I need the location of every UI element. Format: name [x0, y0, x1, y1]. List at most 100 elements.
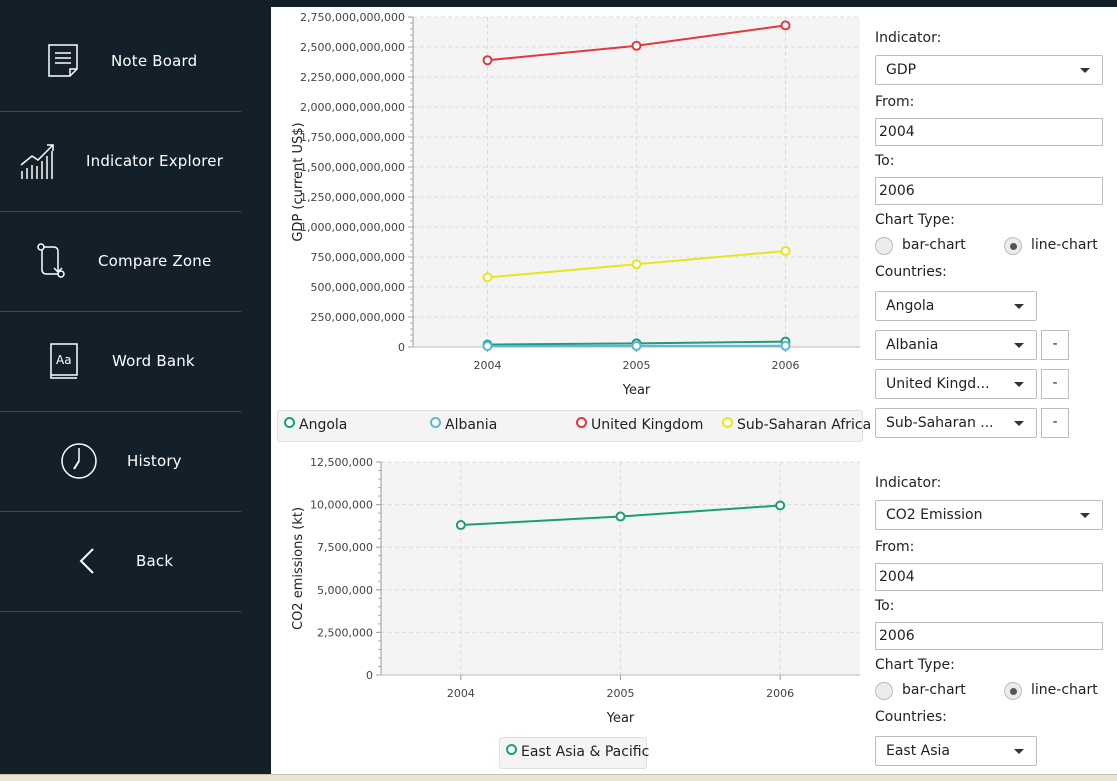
country-select-east-asia[interactable]: East Asia [875, 736, 1037, 766]
from-year-input[interactable]: 2004 [875, 563, 1103, 591]
legend-item-united-kingdom: United Kingdom [576, 417, 703, 433]
to-label: To: [875, 153, 894, 169]
country-select-sub-saharan[interactable]: Sub-Saharan ... [875, 408, 1037, 438]
sidebar-item-label: Indicator Explorer [86, 111, 223, 211]
data-point [776, 501, 784, 509]
sidebar-item-back[interactable]: Back [0, 511, 241, 612]
country-select-albania[interactable]: Albania [875, 330, 1037, 360]
data-point [617, 513, 625, 521]
line-chart-radio[interactable]: line-chart [1004, 682, 1104, 702]
sidebar: Note Board Indicator Explorer Compare Zo… [0, 0, 271, 780]
x-tick-label: 2006 [772, 359, 800, 372]
legend-label: East Asia & Pacific [521, 744, 649, 760]
country-value: Sub-Saharan ... [886, 415, 994, 431]
x-tick-label: 2004 [447, 687, 475, 700]
x-axis-title: Year [622, 383, 651, 398]
bar-chart-radio[interactable]: bar-chart [875, 682, 975, 702]
legend-item-sub-saharan-africa: Sub-Saharan Africa [722, 417, 871, 433]
y-tick-label: 2,500,000 [317, 626, 373, 639]
dictionary-icon: Aa [46, 341, 86, 381]
co2-chart-legend: East Asia & Pacific [499, 737, 647, 769]
co2-chart: 02,500,0005,000,0007,500,00010,000,00012… [271, 447, 871, 737]
countries-label: Countries: [875, 709, 947, 725]
y-tick-label: 2,750,000,000,000 [300, 11, 405, 24]
chevron-down-icon [1014, 304, 1024, 309]
y-tick-label: 2,250,000,000,000 [300, 71, 405, 84]
from-year-input[interactable]: 2004 [875, 118, 1103, 146]
country-select-united-kingdom[interactable]: United Kingd... [875, 369, 1037, 399]
y-axis-title: CO2 emissions (kt) [291, 507, 306, 630]
sidebar-item-compare-zone[interactable]: Compare Zone [0, 211, 241, 312]
to-label: To: [875, 598, 894, 614]
x-tick-label: 2004 [474, 359, 502, 372]
data-point [782, 247, 790, 255]
indicator-label: Indicator: [875, 475, 941, 491]
radio-label: line-chart [1031, 237, 1098, 253]
bar-chart-radio[interactable]: bar-chart [875, 237, 975, 257]
chevron-down-icon [1014, 382, 1024, 387]
indicator-select[interactable]: GDP [875, 55, 1103, 85]
legend-label: Albania [445, 417, 497, 433]
legend-item-east-asia-pacific: East Asia & Pacific [506, 744, 649, 760]
remove-country-button[interactable]: - [1041, 369, 1069, 399]
sidebar-item-word-bank[interactable]: Aa Word Bank [0, 311, 241, 412]
country-value: Albania [886, 337, 938, 353]
data-point [633, 342, 641, 350]
y-tick-label: 500,000,000,000 [311, 281, 405, 294]
radio-circle-selected [1004, 682, 1022, 700]
legend-item-angola: Angola [284, 417, 347, 433]
y-tick-label: 1,500,000,000,000 [300, 161, 405, 174]
country-select-angola[interactable]: Angola [875, 291, 1037, 321]
data-point [782, 21, 790, 29]
legend-label: Sub-Saharan Africa [737, 417, 871, 433]
svg-text:Aa: Aa [56, 353, 72, 367]
clock-icon [59, 441, 99, 481]
data-point [457, 521, 465, 529]
chart-type-label: Chart Type: [875, 657, 955, 673]
y-tick-label: 250,000,000,000 [311, 311, 405, 324]
sidebar-item-label: Compare Zone [98, 211, 211, 311]
x-tick-label: 2005 [623, 359, 651, 372]
remove-country-button[interactable]: - [1041, 408, 1069, 438]
chevron-down-icon [1014, 421, 1024, 426]
to-year-input[interactable]: 2006 [875, 622, 1103, 650]
data-point [484, 273, 492, 281]
legend-symbol [430, 417, 441, 428]
legend-symbol [576, 417, 587, 428]
chart-type-label: Chart Type: [875, 212, 955, 228]
countries-label: Countries: [875, 264, 947, 280]
data-point [484, 342, 492, 350]
indicator-value: GDP [886, 62, 916, 78]
to-year-input[interactable]: 2006 [875, 177, 1103, 205]
sidebar-item-label: History [127, 411, 182, 511]
x-tick-label: 2005 [607, 687, 635, 700]
compare-icon [32, 241, 72, 281]
from-label: From: [875, 94, 914, 110]
data-point [782, 342, 790, 350]
radio-circle-selected [1004, 237, 1022, 255]
y-tick-label: 12,500,000 [310, 456, 373, 469]
y-tick-label: 1,000,000,000,000 [300, 221, 405, 234]
y-tick-label: 0 [398, 341, 405, 354]
sidebar-item-note-board[interactable]: Note Board [0, 11, 241, 112]
radio-label: line-chart [1031, 682, 1098, 698]
y-tick-label: 2,500,000,000,000 [300, 41, 405, 54]
chevron-down-icon [1014, 749, 1024, 754]
indicator-value: CO2 Emission [886, 507, 982, 523]
radio-label: bar-chart [902, 237, 966, 253]
line-chart-radio[interactable]: line-chart [1004, 237, 1104, 257]
radio-circle [875, 682, 893, 700]
y-tick-label: 10,000,000 [310, 499, 373, 512]
indicator-select[interactable]: CO2 Emission [875, 500, 1103, 530]
sidebar-item-label: Word Bank [112, 311, 195, 411]
data-point [484, 56, 492, 64]
radio-label: bar-chart [902, 682, 966, 698]
y-tick-label: 0 [366, 669, 373, 682]
chart-growth-icon [18, 141, 58, 181]
sidebar-item-history[interactable]: History [0, 411, 241, 512]
gdp-chart: 0250,000,000,000500,000,000,000750,000,0… [271, 7, 871, 407]
sidebar-item-indicator-explorer[interactable]: Indicator Explorer [0, 111, 241, 212]
note-icon [44, 41, 84, 81]
remove-country-button[interactable]: - [1041, 330, 1069, 360]
y-tick-label: 5,000,000 [317, 584, 373, 597]
